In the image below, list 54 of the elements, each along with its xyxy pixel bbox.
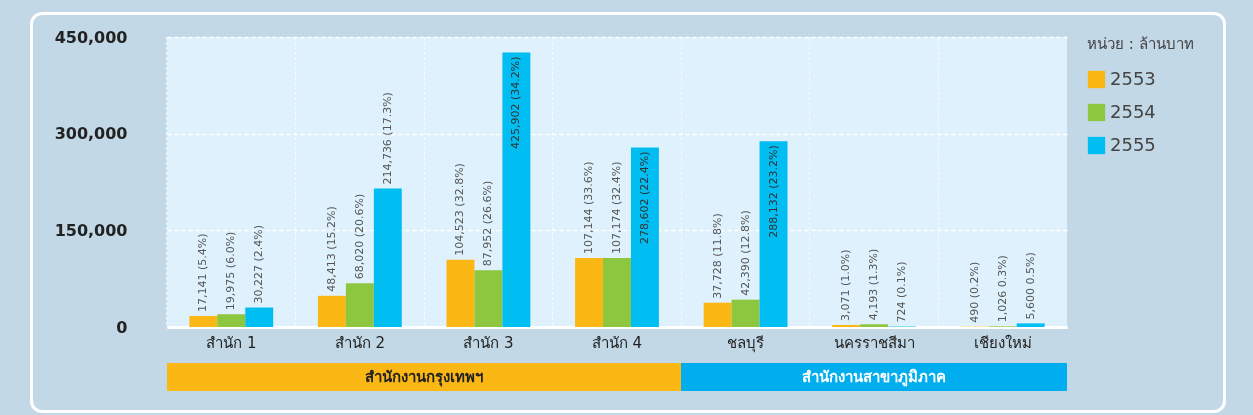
data-label: 4,193 (1.3%): [867, 248, 881, 321]
y-tick-label: 150,000: [54, 220, 128, 240]
x-tick-label: สำนัก 4: [591, 333, 643, 352]
data-label: 278,602 (22.4%): [637, 151, 651, 244]
data-label: 107,144 (33.6%): [582, 161, 596, 254]
x-tick-label: สำนัก 1: [206, 333, 257, 352]
x-tick-label: สำนัก 2: [334, 333, 386, 352]
data-label: 87,952 (26.6%): [481, 180, 495, 267]
data-label: 3,071 (1.0%): [839, 249, 853, 322]
data-label: 104,523 (32.8%): [453, 163, 467, 256]
bar: [245, 307, 274, 327]
bar: [474, 270, 503, 327]
data-label: 42,390 (12.8%): [738, 210, 752, 296]
y-tick-label: 0: [116, 317, 128, 337]
data-label: 107,174 (32.4%): [610, 161, 623, 254]
x-tick-label: สำนัก 3: [463, 333, 514, 352]
data-label: 5,600 0.5%): [1023, 252, 1037, 320]
bar: [703, 302, 732, 327]
bar: [1016, 323, 1045, 327]
data-label: 288,132 (23.2%): [766, 145, 780, 238]
text: สำนักงานกรุงเทพฯ: [167, 363, 682, 391]
bar: [317, 295, 346, 327]
y-tick-label: 450,000: [54, 27, 128, 47]
data-label: 30,227 (2.4%): [252, 225, 266, 304]
data-label: 724 (0.1%): [895, 261, 909, 323]
data-label: 1,026 0.3%): [995, 255, 1009, 323]
data-label: 37,728 (11.8%): [710, 213, 724, 299]
bar: [630, 147, 659, 327]
bar: [189, 315, 218, 327]
text: สำนักงานสาขาภูมิภาค: [681, 363, 1067, 391]
x-tick-label: นครราชสีมา: [833, 333, 915, 352]
x-tick-label: ชลบุรี: [727, 333, 765, 353]
data-label: 68,020 (20.6%): [352, 193, 366, 280]
bar: [731, 299, 760, 327]
bar: [603, 257, 631, 327]
bar: [575, 257, 604, 327]
data-label: 425,902 (34.2%): [509, 56, 523, 150]
legend-label: 2555: [1110, 133, 1156, 155]
bar: [446, 259, 475, 327]
bar: [860, 324, 889, 327]
legend-title: หน่วย : ล้านบาท: [1087, 35, 1194, 53]
bar: [502, 52, 531, 327]
bar: [217, 314, 246, 327]
data-label: 214,736 (17.3%): [380, 92, 394, 185]
x-tick-label: เชียงใหม่: [973, 333, 1032, 352]
y-tick-label: 300,000: [54, 124, 128, 144]
data-label: 490 (0.2%): [967, 261, 981, 323]
data-label: 17,141 (5.4%): [196, 233, 210, 312]
legend-label: 2554: [1110, 100, 1156, 122]
bar: [345, 283, 374, 327]
bar: [373, 188, 402, 327]
legend-label: 2553: [1110, 67, 1156, 89]
data-label: 19,975 (6.0%): [224, 231, 238, 311]
data-label: 48,413 (15.2%): [324, 206, 338, 292]
